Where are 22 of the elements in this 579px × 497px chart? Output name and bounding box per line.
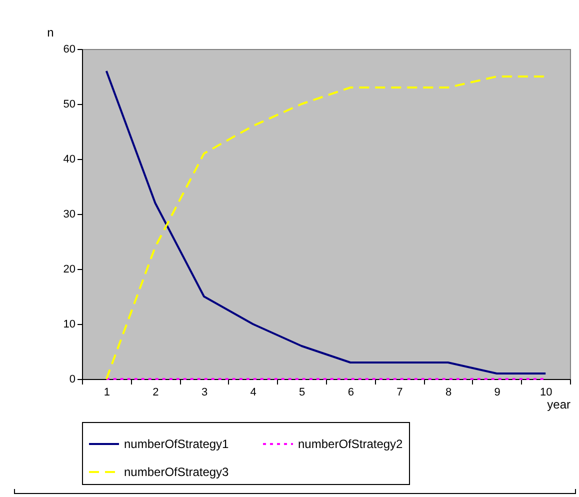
x-tick-label: 6 <box>348 386 354 398</box>
y-tick-label: 30 <box>63 208 76 220</box>
x-tick-label: 2 <box>152 386 159 398</box>
y-axis-title: n <box>47 26 54 40</box>
x-tick-label: 9 <box>494 386 500 398</box>
legend-label: numberOfStrategy1 <box>124 437 230 451</box>
x-tick-label: 8 <box>445 386 452 398</box>
x-tick-label: 4 <box>250 386 256 398</box>
legend-label: numberOfStrategy3 <box>124 465 230 479</box>
y-tick-label: 40 <box>63 154 76 166</box>
x-tick-label: 3 <box>201 386 208 398</box>
y-tick-label: 60 <box>63 44 76 56</box>
legend-label: numberOfStrategy2 <box>298 437 404 451</box>
x-tick-label: 5 <box>299 386 306 398</box>
x-tick-label: 7 <box>396 386 403 398</box>
x-tick-label: 1 <box>104 386 110 398</box>
x-tick-label: 10 <box>540 386 552 398</box>
y-tick-label: 50 <box>63 98 76 110</box>
y-tick-label: 10 <box>63 318 76 330</box>
y-tick-label: 20 <box>63 264 76 276</box>
x-axis-title: year <box>547 398 571 412</box>
y-tick-label: 0 <box>69 374 76 386</box>
